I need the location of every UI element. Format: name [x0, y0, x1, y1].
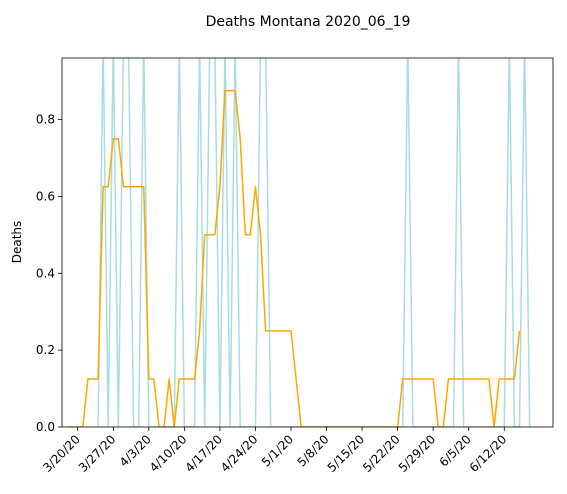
series-line-1	[97, 58, 531, 427]
series-line-2	[67, 89, 521, 427]
y-tick-label: 0.8	[36, 113, 55, 127]
x-tick-label: 4/10/20	[147, 432, 190, 475]
y-tick-label: 0.0	[36, 420, 55, 434]
x-tick-label: 6/12/20	[467, 432, 510, 475]
x-axis: 3/20/203/27/204/3/204/10/204/17/204/24/2…	[40, 427, 509, 475]
x-tick-label: 3/27/20	[76, 432, 119, 475]
x-tick-label: 5/1/20	[259, 432, 296, 469]
y-tick-label: 0.4	[36, 266, 55, 280]
y-tick-label: 0.2	[36, 343, 55, 357]
y-tick-label: 0.6	[36, 189, 55, 203]
plot-area	[67, 58, 531, 427]
x-tick-label: 4/24/20	[218, 432, 261, 475]
x-tick-label: 5/22/20	[360, 432, 403, 475]
x-tick-label: 5/29/20	[396, 432, 439, 475]
x-tick-label: 3/20/20	[40, 432, 83, 475]
x-tick-label: 4/17/20	[182, 432, 225, 475]
y-axis: 0.0 0.2 0.4 0.6 0.8	[36, 113, 62, 434]
plot-frame	[61, 57, 554, 428]
x-tick-label: 5/15/20	[325, 432, 368, 475]
y-axis-label: Deaths	[10, 221, 24, 264]
chart-title: Deaths Montana 2020_06_19	[206, 14, 411, 30]
